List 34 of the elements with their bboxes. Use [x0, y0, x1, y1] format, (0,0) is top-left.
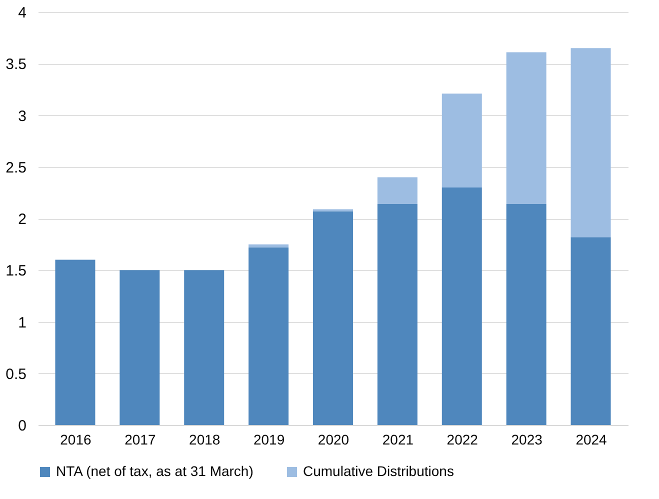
- bar: [55, 260, 96, 425]
- bar: [377, 204, 418, 425]
- y-tick-label: 2: [18, 211, 26, 228]
- bar: [120, 270, 160, 425]
- x-tick-label: 2020: [318, 432, 350, 448]
- bar: [506, 204, 546, 425]
- x-tick-label: 2023: [511, 432, 543, 448]
- legend-label: Cumulative Distributions: [303, 463, 454, 479]
- bar: [442, 188, 482, 425]
- bar: [248, 247, 289, 425]
- y-tick-label: 1: [18, 314, 26, 332]
- y-tick-label: 1.5: [6, 262, 26, 280]
- bar: [377, 177, 418, 204]
- x-tick-label: 2022: [446, 432, 478, 448]
- y-tick-label: 0: [18, 418, 26, 434]
- y-tick-label: 3.5: [6, 56, 26, 74]
- bar: [570, 48, 611, 238]
- x-tick-label: 2019: [253, 432, 285, 448]
- y-tick-label: 3: [18, 108, 26, 125]
- bar: [313, 211, 353, 425]
- y-tick-label: 0.5: [6, 366, 26, 383]
- bar: [184, 270, 224, 425]
- x-tick-label: 2017: [124, 432, 156, 448]
- y-tick-label: 2.5: [6, 159, 26, 176]
- legend-label: NTA (net of tax, as at 31 March): [56, 463, 254, 479]
- x-tick-label: 2016: [60, 432, 92, 448]
- bar: [506, 52, 546, 204]
- y-tick-label: 4: [18, 4, 26, 22]
- bar: [570, 237, 611, 425]
- x-tick-label: 2024: [576, 432, 608, 448]
- bar: [442, 94, 482, 188]
- x-tick-label: 2021: [382, 432, 414, 448]
- bar: [248, 244, 289, 248]
- x-tick-label: 2018: [189, 432, 220, 448]
